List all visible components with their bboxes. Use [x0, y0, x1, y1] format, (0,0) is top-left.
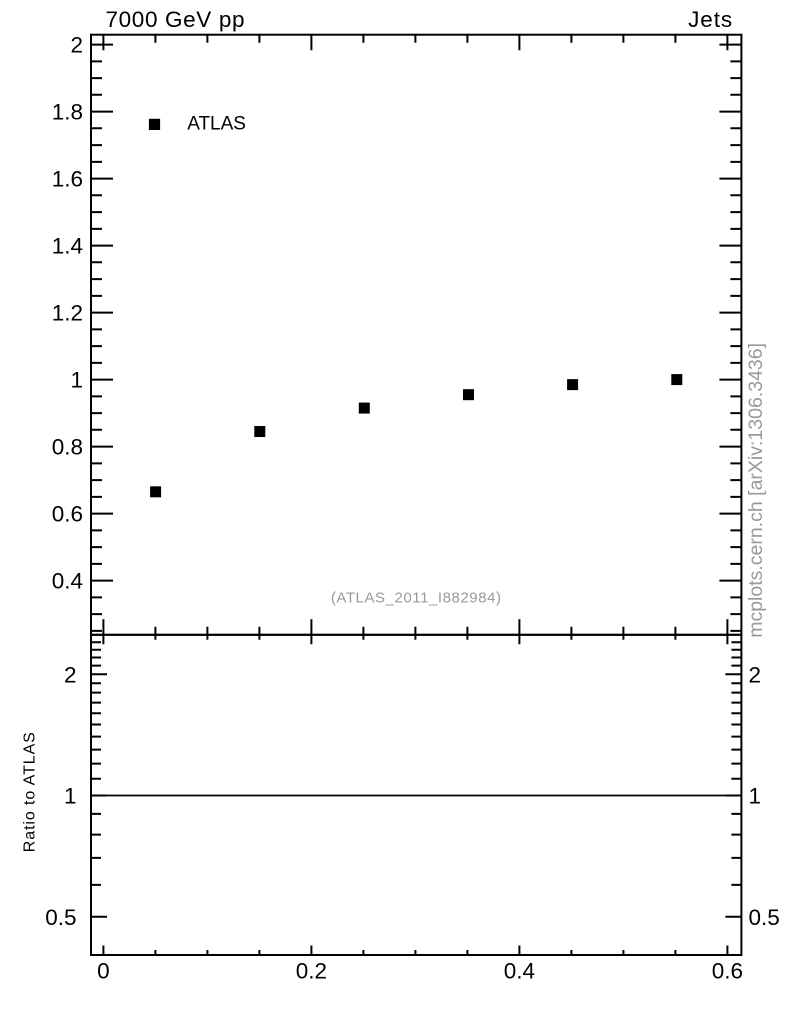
svg-text:ATLAS: ATLAS [187, 114, 246, 135]
svg-text:1: 1 [64, 784, 77, 809]
svg-text:1.4: 1.4 [52, 234, 83, 259]
svg-text:0.6: 0.6 [712, 959, 743, 984]
svg-text:0.4: 0.4 [504, 959, 535, 984]
svg-text:1.6: 1.6 [52, 167, 83, 192]
svg-text:2: 2 [70, 33, 83, 58]
svg-text:0.4: 0.4 [52, 569, 83, 594]
svg-text:(ATLAS_2011_I882984): (ATLAS_2011_I882984) [331, 589, 502, 606]
svg-text:0.5: 0.5 [749, 905, 780, 930]
svg-text:1: 1 [749, 784, 762, 809]
svg-text:7000 GeV pp: 7000 GeV pp [106, 7, 246, 32]
svg-text:0.8: 0.8 [52, 435, 83, 460]
svg-text:1.8: 1.8 [52, 100, 83, 125]
svg-text:Ratio to ATLAS: Ratio to ATLAS [22, 731, 39, 852]
svg-text:0.5: 0.5 [45, 905, 76, 930]
svg-text:0: 0 [97, 959, 110, 984]
svg-text:1.2: 1.2 [52, 301, 83, 326]
svg-text:2: 2 [749, 662, 762, 687]
svg-text:0.6: 0.6 [52, 502, 83, 527]
svg-text:2: 2 [64, 662, 77, 687]
svg-text:mcplots.cern.ch [arXiv:1306.34: mcplots.cern.ch [arXiv:1306.3436] [745, 343, 767, 638]
svg-text:0.2: 0.2 [296, 959, 327, 984]
svg-text:Jets: Jets [688, 7, 733, 32]
svg-text:1: 1 [70, 368, 83, 393]
